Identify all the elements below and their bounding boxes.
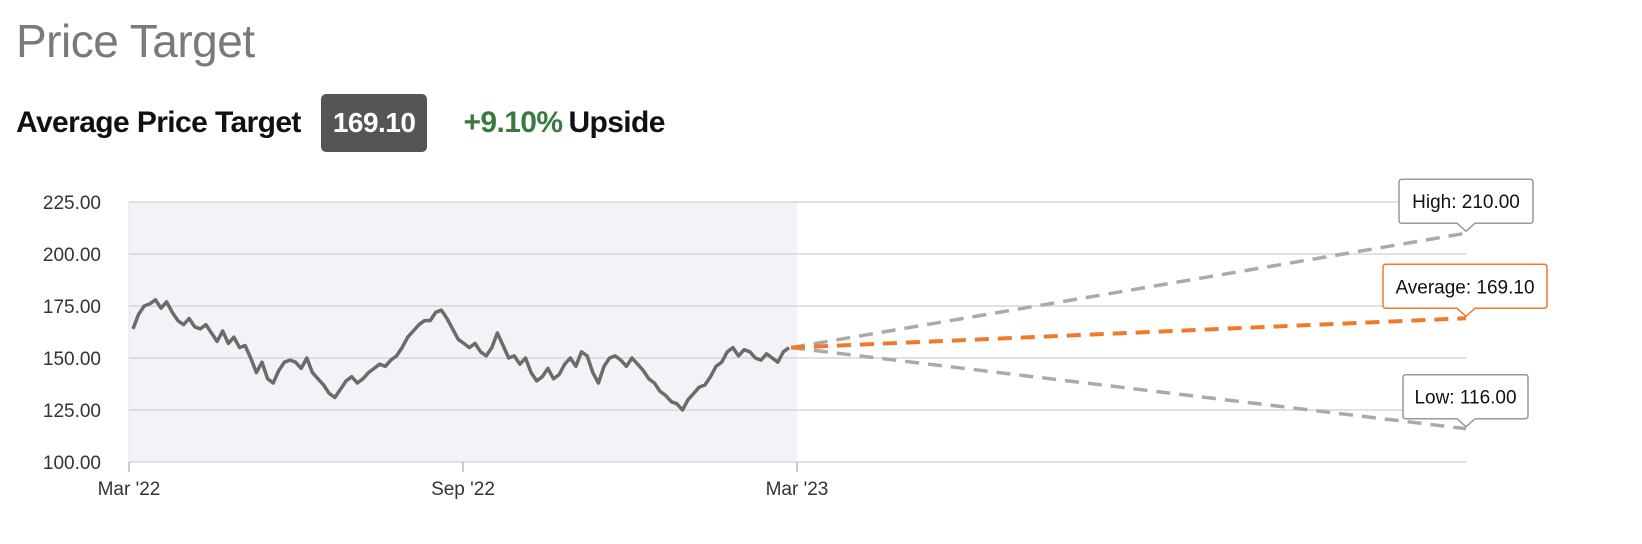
history-price-line	[131, 298, 791, 412]
upside-percent: +9.10%	[463, 106, 563, 139]
y-tick-label: 150.00	[43, 349, 101, 370]
low-target-line	[790, 345, 1467, 431]
low-target-callout-box	[1402, 373, 1529, 428]
upside-word: Upside	[568, 106, 665, 139]
average-target-callout-box	[1382, 263, 1548, 318]
price-target-chart: 225.00 200.00 175.00 150.00 125.00 100.00 Mar …	[43, 178, 1548, 500]
high-target-callout-box	[1398, 178, 1534, 233]
x-tick-label: Mar '22	[98, 479, 161, 500]
high-target-callout-text: High: 210.00	[1412, 192, 1520, 213]
low-target-callout-text: Low: 116.00	[1414, 388, 1516, 409]
average-target-line	[790, 316, 1467, 350]
high-target-line	[790, 231, 1467, 350]
average-price-target-label: Average Price Target	[16, 106, 301, 139]
average-price-target-badge: 169.10	[320, 94, 428, 152]
x-tick-label: Mar '23	[766, 479, 829, 500]
y-tick-label: 100.00	[43, 453, 101, 474]
history-band	[129, 202, 797, 462]
average-price-target-row: Average Price Target 169.10 +9.10% Upside	[16, 94, 665, 152]
average-target-callout-text: Average: 169.10	[1395, 277, 1534, 298]
x-tick-label: Sep '22	[431, 479, 495, 500]
y-tick-label: 125.00	[43, 401, 101, 422]
y-tick-label: 175.00	[43, 297, 101, 318]
page-title: Price Target	[16, 15, 255, 67]
y-tick-label: 200.00	[43, 245, 101, 266]
y-tick-label: 225.00	[43, 193, 101, 214]
upside-indicator: +9.10% Upside	[463, 106, 665, 140]
